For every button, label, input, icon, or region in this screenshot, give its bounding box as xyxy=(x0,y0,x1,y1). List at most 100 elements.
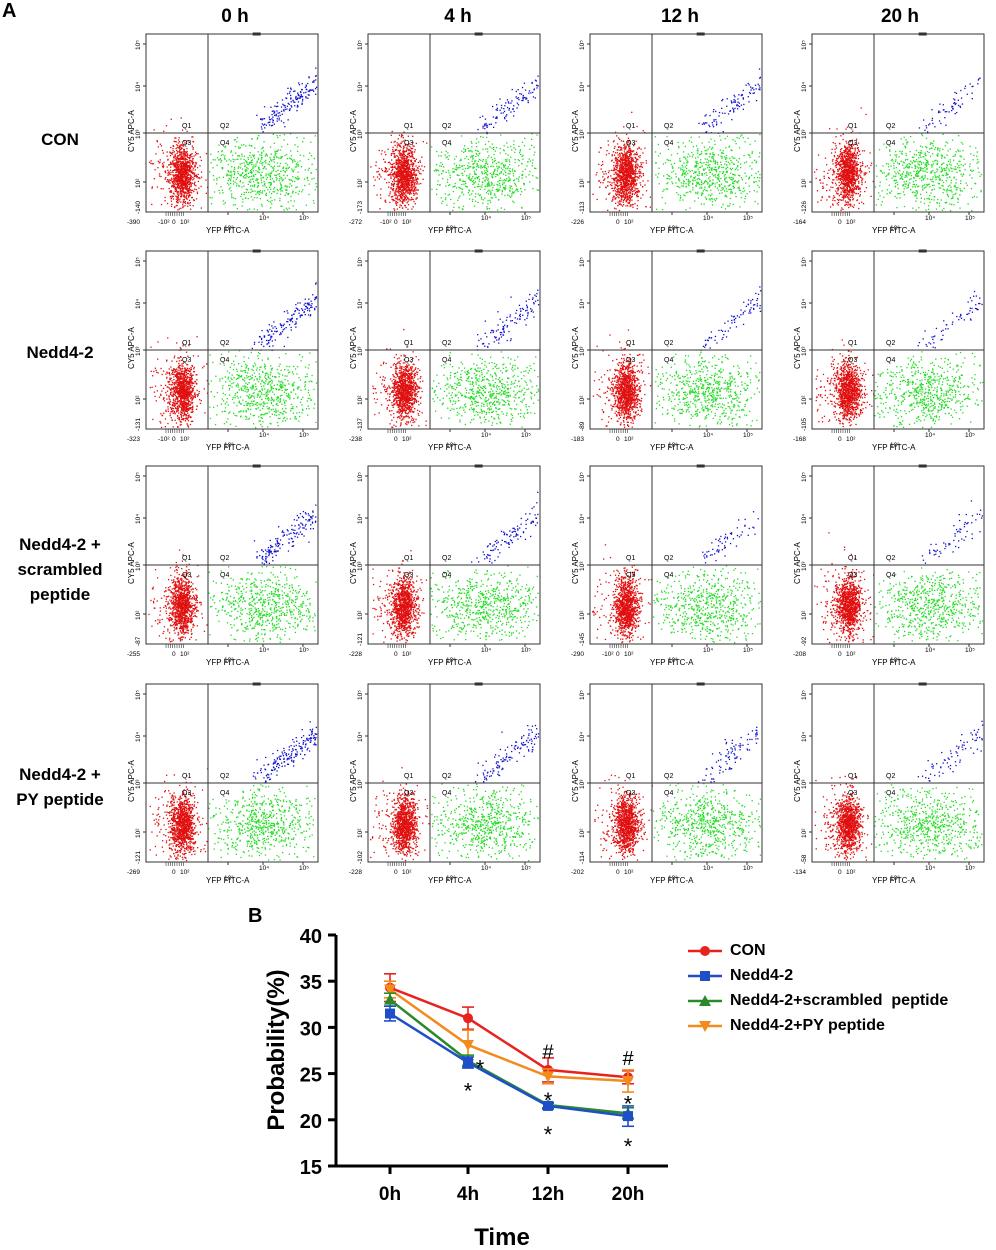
x-tick-label: 10⁴ xyxy=(481,432,491,439)
x-neg-label: -10² xyxy=(158,219,170,226)
legend-label: Nedd4-2 xyxy=(730,967,793,985)
x-min-label: -238 xyxy=(349,436,362,443)
flow-plot: Q1 Q2 Q3 Q4 10² 10³ 10⁴ 10⁵ -145 CY5 APC-A 10³ 10⁴ 1… xyxy=(564,458,804,668)
flow-dots xyxy=(815,290,984,429)
x-zero-label: 0 xyxy=(394,651,398,658)
y-tick-label: 10⁵ xyxy=(135,257,142,267)
y-tick-label: 10³ xyxy=(579,561,586,571)
legend-symbol xyxy=(688,970,722,981)
y-axis-title: Probability(%) xyxy=(263,969,290,1130)
flow-plot: Q1 Q2 Q3 Q4 10² 10³ 10⁴ 10⁵ -114 CY5 APC-A 10³ 10⁴ 1… xyxy=(564,676,804,886)
y-min-label: -92 xyxy=(801,636,808,646)
quadrant-label-q3: Q3 xyxy=(626,140,635,147)
y-tick-label: 10⁵ xyxy=(579,472,586,482)
quadrant-label-q4: Q4 xyxy=(664,572,673,579)
y-tick-label: 35 xyxy=(300,972,322,994)
y-min-label: -137 xyxy=(357,418,364,431)
quadrant-label-q2: Q2 xyxy=(220,773,229,780)
y-tick-label: 10⁵ xyxy=(801,257,808,267)
y-min-label: -105 xyxy=(801,418,808,431)
y-tick-label: 10³ xyxy=(357,129,364,139)
plot-frame xyxy=(145,465,319,645)
x-tick-label: 10⁵ xyxy=(299,865,309,872)
y-tick-label: 10⁴ xyxy=(579,732,586,742)
y-tick-label: 10² xyxy=(579,828,586,838)
quadrant-label-q3: Q3 xyxy=(626,790,635,797)
plot-frame xyxy=(367,465,541,645)
x-tick-label: 10³ xyxy=(446,875,456,882)
y-tick-label: 10⁵ xyxy=(357,690,364,700)
y-tick-label: 10² xyxy=(579,610,586,620)
significance-mark: * xyxy=(624,1134,633,1159)
y-tick-label: 30 xyxy=(300,1018,322,1040)
y-axis-title: CY5 APC-A xyxy=(127,327,136,369)
legend-item: Nedd4-2 xyxy=(688,963,948,988)
plot-frame xyxy=(589,33,763,213)
x-tick-label: 10⁴ xyxy=(925,865,935,872)
y-tick-label: 10³ xyxy=(135,779,142,789)
x-tick-label: 10⁵ xyxy=(299,647,309,654)
quadrant-label-q1: Q1 xyxy=(848,555,857,562)
flow-dots xyxy=(372,491,539,644)
x-min-label: -226 xyxy=(571,219,584,226)
flow-dots xyxy=(592,68,761,212)
x-tick-label: 10⁵ xyxy=(965,215,975,222)
y-tick-label: 10⁴ xyxy=(357,299,364,309)
chart-legend: CON Nedd4-2 Nedd4-2+scrambled peptide Nedd4… xyxy=(688,938,948,1038)
x-zero-label: 0 xyxy=(838,651,842,658)
quadrant-label-q3: Q3 xyxy=(404,357,413,364)
plot-frame xyxy=(367,250,541,430)
x-tick-label: 10⁴ xyxy=(703,865,713,872)
quadrant-label-q4: Q4 xyxy=(220,790,229,797)
y-tick-label: 10² xyxy=(135,178,142,188)
legend-symbol xyxy=(688,945,722,956)
legend-label: CON xyxy=(730,942,766,960)
plot-frame xyxy=(589,465,763,645)
x-tick-label: 10⁴ xyxy=(481,647,491,654)
x-low-label: 10² xyxy=(180,436,190,443)
x-min-label: -134 xyxy=(793,869,806,876)
y-axis-title: CY5 APC-A xyxy=(793,327,802,369)
quadrant-label-q4: Q4 xyxy=(220,140,229,147)
column-header-20h: 20 h xyxy=(860,6,940,28)
x-tick-label: 10⁴ xyxy=(703,647,713,654)
y-tick-label: 10⁵ xyxy=(357,257,364,267)
quadrant-label-q4: Q4 xyxy=(886,140,895,147)
quadrant-label-q2: Q2 xyxy=(220,555,229,562)
x-low-label: 10² xyxy=(180,651,190,658)
x-tick-label: 10³ xyxy=(446,225,456,232)
x-low-label: 10² xyxy=(846,219,856,226)
quadrant-label-q4: Q4 xyxy=(886,790,895,797)
data-point xyxy=(622,1075,634,1087)
x-tick-label: 10⁵ xyxy=(743,865,753,872)
x-tick-label: 10⁴ xyxy=(259,432,269,439)
y-tick-label: 10⁴ xyxy=(135,732,142,742)
quadrant-label-q1: Q1 xyxy=(626,340,635,347)
x-tick-label: 4h xyxy=(457,1184,479,1205)
y-axis-title: CY5 APC-A xyxy=(349,327,358,369)
legend-label: Nedd4-2+PY peptide xyxy=(730,1017,885,1035)
data-point xyxy=(699,1020,711,1032)
quadrant-label-q2: Q2 xyxy=(442,773,451,780)
x-min-label: -272 xyxy=(349,219,362,226)
x-low-label: 10² xyxy=(846,869,856,876)
data-point xyxy=(385,982,395,993)
x-tick-label: 10³ xyxy=(446,657,456,664)
y-tick-label: 20 xyxy=(300,1111,322,1133)
y-tick-label: 10⁵ xyxy=(579,257,586,267)
quadrant-label-q1: Q1 xyxy=(182,773,191,780)
y-tick-label: 10² xyxy=(357,610,364,620)
series-line xyxy=(389,986,629,1079)
quadrant-label-q1: Q1 xyxy=(182,555,191,562)
y-min-label: -173 xyxy=(357,201,364,214)
y-min-label: -114 xyxy=(579,851,586,864)
y-tick-label: 10⁴ xyxy=(801,82,808,92)
y-axis-title: CY5 APC-A xyxy=(793,760,802,802)
x-low-label: 10² xyxy=(624,219,634,226)
x-axis-title: YFP FITC-A xyxy=(650,443,694,452)
y-tick-label: 15 xyxy=(300,1157,322,1179)
y-tick-label: 10³ xyxy=(579,129,586,139)
